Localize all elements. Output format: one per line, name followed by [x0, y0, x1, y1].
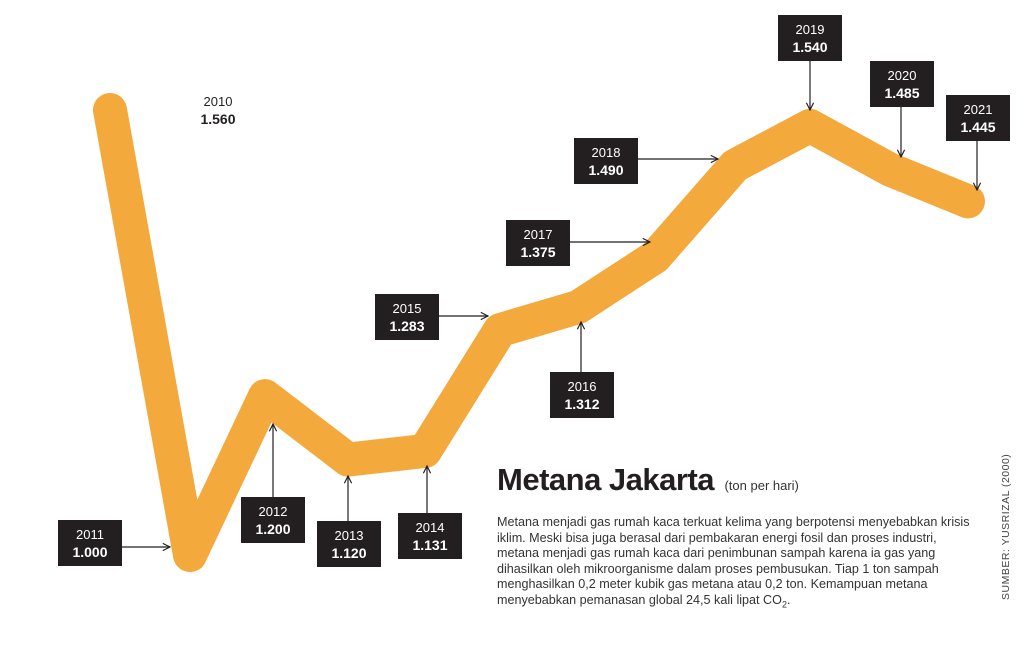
label-2021: 2021 1.445 [946, 95, 1010, 190]
label-2016: 2016 1.312 [550, 322, 614, 418]
value-label-2019: 1.540 [792, 39, 827, 55]
label-box-2014 [398, 513, 462, 559]
value-label-2017: 1.375 [520, 244, 555, 260]
data-point-2012 [263, 394, 267, 399]
year-label-2011: 2011 [76, 527, 104, 542]
year-label-2021: 2021 [964, 102, 993, 117]
chart-unit: (ton per hari) [724, 478, 799, 493]
description-subscript: 2 [781, 599, 787, 610]
year-label-2019: 2019 [796, 22, 825, 37]
chart-description: Metana menjadi gas rumah kaca terkuat ke… [497, 515, 977, 613]
data-point-2017 [653, 255, 657, 260]
year-label-2015: 2015 [393, 301, 422, 316]
data-point-2019 [808, 123, 812, 128]
value-label-2015: 1.283 [389, 318, 424, 334]
label-box-2011 [58, 520, 122, 566]
data-point-2018 [733, 163, 737, 168]
year-label-2020: 2020 [888, 68, 917, 83]
value-label-2020: 1.485 [884, 85, 919, 101]
data-point-2020 [888, 167, 892, 172]
year-label-2013: 2013 [335, 528, 364, 543]
data-point-2013 [346, 457, 350, 462]
label-box-2019 [778, 15, 842, 61]
data-point-2011 [188, 553, 192, 557]
value-label-2012: 1.200 [255, 521, 290, 537]
label-2018: 2018 1.490 [574, 138, 718, 184]
label-2017: 2017 1.375 [506, 220, 650, 266]
value-label-2011: 1.000 [72, 544, 107, 560]
label-2011: 2011 1.000 [58, 520, 170, 566]
year-label-2018: 2018 [592, 145, 621, 160]
label-box-2013 [317, 521, 381, 567]
data-point-2015 [498, 328, 502, 333]
year-label-2017: 2017 [524, 227, 553, 242]
data-point-2021 [966, 199, 970, 204]
label-box-2020 [870, 61, 934, 107]
label-2020: 2020 1.485 [870, 61, 934, 157]
value-label-2010: 1.560 [200, 111, 235, 127]
label-2010: 2010 1.560 [200, 94, 235, 127]
value-label-2016: 1.312 [564, 396, 599, 412]
label-box-2015 [375, 294, 439, 340]
label-2014: 2014 1.131 [398, 466, 462, 559]
data-point-2010 [108, 108, 112, 112]
value-label-2014: 1.131 [412, 537, 447, 553]
label-2012: 2012 1.200 [241, 424, 305, 543]
description-end: . [786, 592, 791, 607]
year-label-2016: 2016 [568, 379, 597, 394]
description-text: Metana menjadi gas rumah kaca terkuat ke… [497, 515, 970, 607]
chart-title: Metana Jakarta [497, 462, 715, 497]
year-label-2010: 2010 [204, 94, 233, 109]
value-label-2021: 1.445 [960, 119, 995, 135]
label-box-2012 [241, 497, 305, 543]
value-label-2018: 1.490 [588, 162, 623, 178]
data-point-2016 [576, 305, 580, 310]
label-box-2016 [550, 372, 614, 418]
chart-title-group: Metana Jakarta (ton per hari) [497, 462, 799, 498]
data-point-2014 [423, 448, 427, 453]
label-box-2018 [574, 138, 638, 184]
value-label-2013: 1.120 [331, 545, 366, 561]
series-line [93, 93, 985, 572]
source-note: SUMBER: YUSRIZAL (2000) [1000, 453, 1012, 600]
label-2015: 2015 1.283 [375, 294, 488, 340]
label-box-2017 [506, 220, 570, 266]
label-box-2021 [946, 95, 1010, 141]
label-2013: 2013 1.120 [317, 476, 381, 567]
label-2019: 2019 1.540 [778, 15, 842, 110]
year-label-2012: 2012 [259, 504, 288, 519]
year-label-2014: 2014 [416, 520, 445, 535]
